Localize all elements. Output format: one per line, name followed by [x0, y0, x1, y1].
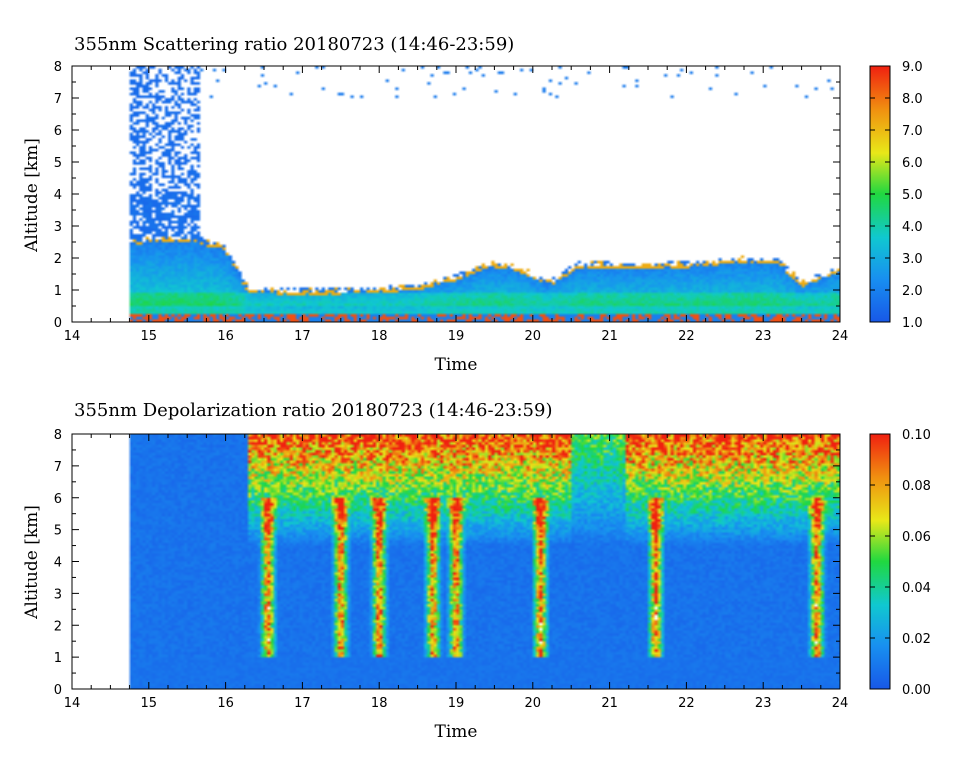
- colorbar-scale: [869, 433, 891, 690]
- colorbar-tick-label: 0.02: [902, 632, 931, 647]
- x-tick-label: 19: [448, 329, 465, 344]
- depolarization-ratio-ylabel: Altitude [km]: [22, 505, 42, 620]
- y-tick-label: 0: [54, 316, 62, 331]
- x-tick-label: 14: [64, 696, 81, 711]
- colorbar-tick-label: 0.10: [902, 428, 931, 443]
- x-tick-label: 21: [601, 329, 618, 344]
- y-tick-label: 0: [54, 683, 62, 698]
- y-tick-label: 4: [54, 188, 62, 203]
- heatmap-raster: [72, 66, 840, 322]
- scattering-ratio-title: 355nm Scattering ratio 20180723 (14:46-2…: [74, 34, 514, 55]
- y-tick-label: 7: [54, 460, 62, 475]
- depolarization-ratio-panel: 355nm Depolarization ratio 20180723 (14:…: [22, 400, 931, 742]
- y-tick-label: 8: [54, 60, 62, 75]
- y-tick-label: 8: [54, 428, 62, 443]
- x-tick-label: 17: [294, 329, 311, 344]
- x-tick-label: 23: [755, 329, 772, 344]
- x-tick-label: 17: [294, 696, 311, 711]
- x-tick-label: 14: [64, 329, 81, 344]
- y-tick-label: 5: [54, 524, 62, 539]
- scattering-ratio-ylabel: Altitude [km]: [22, 138, 42, 253]
- colorbar-tick-label: 4.0: [902, 220, 923, 235]
- x-tick-label: 20: [525, 329, 542, 344]
- y-tick-label: 2: [54, 252, 62, 267]
- x-tick-label: 18: [371, 696, 388, 711]
- y-tick-label: 7: [54, 92, 62, 107]
- y-tick-label: 1: [54, 651, 62, 666]
- depolarization-ratio-title: 355nm Depolarization ratio 20180723 (14:…: [74, 400, 553, 421]
- y-tick-label: 5: [54, 156, 62, 171]
- x-tick-label: 20: [525, 696, 542, 711]
- x-tick-label: 15: [141, 329, 158, 344]
- x-tick-label: 24: [832, 329, 849, 344]
- y-tick-label: 3: [54, 587, 62, 602]
- y-tick-label: 2: [54, 619, 62, 634]
- y-tick-label: 6: [54, 492, 62, 507]
- colorbar-tick-label: 0.08: [902, 479, 931, 494]
- x-tick-label: 19: [448, 696, 465, 711]
- depolarization-ratio-xlabel: Time: [435, 722, 478, 742]
- heatmap-raster: [72, 434, 840, 689]
- x-tick-label: 22: [678, 696, 695, 711]
- colorbar-tick-label: 1.0: [902, 316, 923, 331]
- colorbar-tick-label: 6.0: [902, 156, 923, 171]
- colorbar-tick-label: 2.0: [902, 284, 923, 299]
- x-tick-label: 21: [601, 696, 618, 711]
- colorbar-tick-label: 0.00: [902, 683, 931, 698]
- depolarization-ratio-colorbar: 0.00 0.02 0.04 0.06 0.08 0.10: [869, 428, 931, 698]
- colorbar-tick-label: 0.04: [902, 581, 931, 596]
- scattering-ratio-xlabel: Time: [435, 355, 478, 375]
- scattering-ratio-colorbar: 1.0 2.0 3.0 4.0 5.0 6.0 7.0 8.0 9.0: [869, 60, 923, 331]
- y-tick-label: 4: [54, 556, 62, 571]
- x-tick-label: 16: [217, 329, 234, 344]
- x-tick-label: 23: [755, 696, 772, 711]
- colorbar-tick-label: 7.0: [902, 124, 923, 139]
- scattering-ratio-heatmap: [72, 66, 840, 322]
- depolarization-ratio-heatmap: [72, 434, 840, 689]
- colorbar-tick-label: 9.0: [902, 60, 923, 75]
- colorbar-tick-label: 0.06: [902, 530, 931, 545]
- scattering-ratio-panel: 355nm Scattering ratio 20180723 (14:46-2…: [22, 34, 923, 375]
- colorbar-tick-label: 3.0: [902, 252, 923, 267]
- colorbar-tick-label: 8.0: [902, 92, 923, 107]
- y-tick-label: 6: [54, 124, 62, 139]
- y-tick-label: 3: [54, 220, 62, 235]
- x-tick-label: 24: [832, 696, 849, 711]
- x-tick-label: 18: [371, 329, 388, 344]
- colorbar-tick-label: 5.0: [902, 188, 923, 203]
- x-tick-label: 15: [141, 696, 158, 711]
- x-tick-label: 16: [217, 696, 234, 711]
- x-tick-label: 22: [678, 329, 695, 344]
- y-tick-label: 1: [54, 284, 62, 299]
